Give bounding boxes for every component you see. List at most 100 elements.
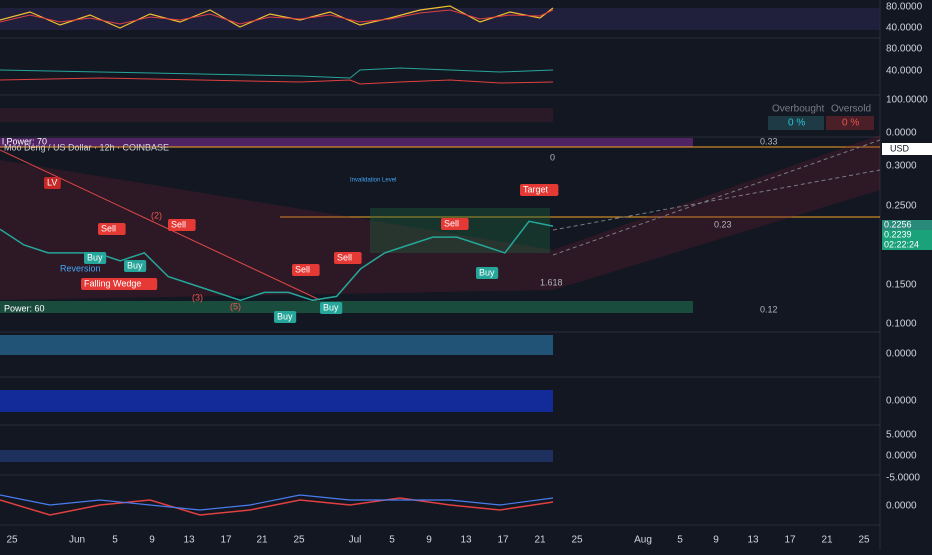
sell-label-box: [292, 264, 320, 276]
currency: USD: [890, 143, 910, 153]
buy-label-box: [124, 260, 147, 272]
x-axis-label: 9: [426, 535, 432, 546]
wave-label: (2): [151, 210, 162, 220]
axis-label: 100.0000: [886, 95, 928, 106]
sell-label-box: [334, 252, 362, 264]
osc-line: [0, 77, 554, 85]
axis-label: 0.3000: [886, 161, 917, 172]
buy-label: Buy: [277, 311, 293, 321]
zone: [370, 208, 550, 253]
axis-label: 0.1500: [886, 280, 917, 291]
axis-label: -5.0000: [886, 473, 920, 484]
osc-line: [0, 497, 554, 516]
invalidation-label: Invalidation Level: [350, 178, 396, 184]
axis-label: 5.0000: [886, 430, 917, 441]
pane-frames: [0, 0, 881, 550]
axis-label: 0.0000: [886, 396, 917, 407]
histogram-area: [0, 390, 553, 412]
axis-label: 0.0000: [886, 501, 917, 512]
power-bar: [0, 138, 693, 147]
x-axis-label: Aug: [634, 535, 652, 546]
level-label: 0: [550, 152, 555, 162]
symbol-title: Moo Deng / US Dollar · 12h · COINBASE: [4, 142, 169, 152]
axis-label: 0.0000: [886, 349, 917, 360]
table-value: 0 %: [842, 118, 859, 129]
sell-label: Sell: [444, 218, 459, 228]
price-tag: 0.2239: [884, 229, 912, 239]
x-axis-label: 21: [256, 535, 268, 546]
sell-label-box: [98, 223, 126, 235]
price-tag: 0.2256: [884, 219, 912, 229]
power-label: l Power: 70: [2, 136, 47, 146]
x-axis-label: 25: [6, 535, 18, 546]
x-axis-label: 17: [220, 535, 232, 546]
table-value: 0 %: [788, 118, 805, 129]
target-label-box: [520, 184, 559, 196]
table-header: Overbought: [772, 104, 824, 115]
sell-label-box: [441, 218, 469, 230]
pattern-label: Falling Wedge: [84, 278, 141, 288]
power-bar: [0, 301, 693, 313]
power-label: Power: 60: [4, 303, 45, 313]
x-axis-label: 13: [747, 535, 759, 546]
x-axis-label: 5: [677, 535, 683, 546]
x-axis-label: 9: [149, 535, 155, 546]
buy-label: Buy: [87, 252, 103, 262]
axis-label: 80.0000: [886, 2, 923, 13]
axis-label: 0.1000: [886, 319, 917, 330]
sell-label: Sell: [101, 223, 116, 233]
level-label: 0.33: [760, 136, 778, 146]
x-axis-label: 17: [497, 535, 509, 546]
countdown: 02:22:24: [884, 239, 919, 249]
pattern-label-box: [81, 278, 158, 290]
x-axis-label: 5: [389, 535, 395, 546]
level-label: 0.23: [714, 219, 732, 229]
buy-label: Buy: [323, 302, 339, 312]
x-axis-label: 25: [858, 535, 870, 546]
wedge-zone: [0, 135, 880, 300]
osc-line: [0, 494, 554, 511]
sell-label-box: [168, 219, 196, 231]
target-label: Target: [523, 184, 549, 194]
osc-band: [0, 8, 880, 30]
osc-band: [0, 108, 553, 122]
trend-line: [552, 139, 881, 256]
buy-label: Buy: [127, 260, 143, 270]
buy-label-box: [84, 252, 107, 264]
table-cell: [768, 116, 824, 130]
currency-box: [882, 143, 932, 155]
table-cell: [826, 116, 874, 130]
level-label: 1.618: [540, 277, 563, 287]
x-axis-label: 13: [460, 535, 472, 546]
x-axis-label: 25: [571, 535, 583, 546]
osc-line: [0, 67, 554, 79]
sell-label: Sell: [295, 264, 310, 274]
x-axis-label: 21: [534, 535, 546, 546]
x-axis-label: 21: [821, 535, 833, 546]
x-axis-label: 9: [713, 535, 719, 546]
reversion-label: Reversion: [60, 263, 101, 273]
osc-line: [0, 9, 554, 25]
axis-label: 0.0000: [886, 128, 917, 139]
axis-label: 40.0000: [886, 23, 923, 34]
axis-label: 0.2500: [886, 201, 917, 212]
buy-label: Buy: [479, 267, 495, 277]
price-tag: [882, 230, 932, 250]
price-tag: [882, 220, 932, 230]
wave-label: (3): [192, 292, 203, 302]
x-axis-label: Jul: [349, 535, 362, 546]
x-axis-label: 13: [183, 535, 195, 546]
axis-label: 40.0000: [886, 66, 923, 77]
axis-label: 80.0000: [886, 44, 923, 55]
x-axis-label: Jun: [69, 535, 85, 546]
axis-label: 0.0000: [886, 451, 917, 462]
wave-label: (5): [230, 301, 241, 311]
osc-line: [0, 5, 554, 29]
x-axis-label: 17: [784, 535, 796, 546]
sell-label: Sell: [171, 219, 186, 229]
buy-label-box: [320, 302, 343, 314]
x-axis-label: 5: [112, 535, 118, 546]
lv-label: LV: [47, 177, 57, 187]
